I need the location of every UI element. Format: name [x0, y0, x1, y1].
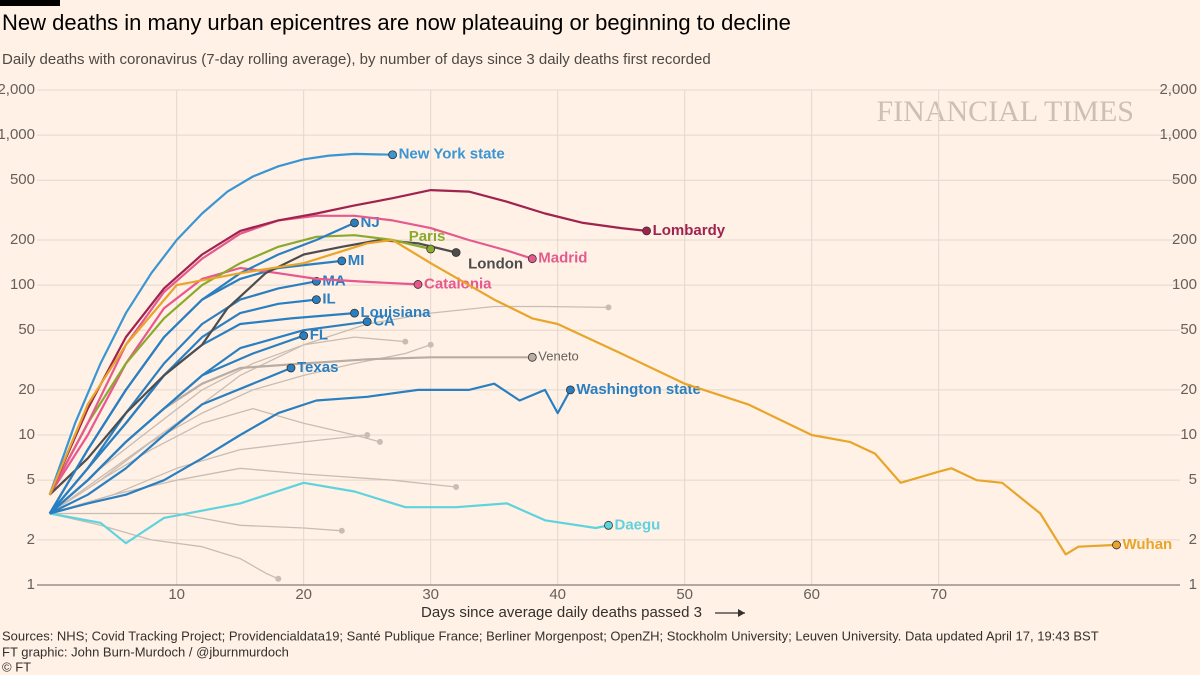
series-label: London — [468, 255, 523, 272]
end-point — [605, 304, 612, 311]
series-line — [49, 481, 609, 545]
series-label: Madrid — [538, 250, 587, 267]
x-arrow-head — [738, 609, 745, 617]
series-line — [49, 512, 342, 532]
series-line — [49, 366, 292, 515]
series-label: IL — [322, 291, 335, 308]
y-tick-label: 500 — [10, 171, 35, 188]
x-tick-label: 30 — [422, 586, 439, 603]
y-tick-label-right: 20 — [1180, 381, 1197, 398]
end-point — [364, 432, 371, 439]
series-line — [49, 434, 368, 515]
end-point — [604, 520, 613, 530]
series-line — [49, 336, 406, 514]
chart-title: New deaths in many urban epicentres are … — [2, 10, 791, 35]
credit: FT graphic: John Burn-Murdoch / @jburnmu… — [2, 644, 289, 659]
sources: Sources: NHS; Covid Tracking Project; Pr… — [2, 628, 1099, 643]
series-label: New York state — [399, 146, 505, 163]
end-point — [566, 385, 575, 395]
y-tick-label: 20 — [18, 381, 35, 398]
end-point — [311, 295, 321, 305]
end-point — [527, 254, 537, 264]
series-label: FL — [310, 327, 328, 344]
series-line — [48, 214, 533, 496]
end-point — [376, 438, 383, 445]
x-tick-label: 40 — [549, 586, 566, 603]
end-point — [362, 317, 372, 327]
end-point — [453, 484, 460, 491]
end-point — [1112, 540, 1121, 550]
series-line — [49, 382, 572, 515]
end-point — [275, 575, 282, 582]
y-tick-label: 10 — [18, 426, 35, 443]
y-tick-label-right: 1,000 — [1159, 126, 1197, 143]
y-tick-label: 100 — [10, 276, 35, 293]
series-label: CA — [373, 313, 395, 330]
chart-subtitle: Daily deaths with coronavirus (7-day rol… — [2, 51, 711, 68]
series-line — [48, 238, 1117, 556]
y-tick-label: 1 — [27, 576, 35, 593]
end-point — [350, 308, 359, 318]
y-tick-label: 200 — [10, 231, 35, 248]
x-tick-label: 20 — [295, 586, 312, 603]
end-point — [413, 280, 423, 289]
y-tick-label: 2 — [27, 531, 35, 548]
x-tick-label: 60 — [803, 586, 820, 603]
end-point — [426, 244, 436, 254]
series-line — [49, 467, 457, 515]
series-label: Veneto — [538, 349, 579, 364]
series-line — [49, 344, 431, 515]
series-line — [48, 152, 393, 496]
end-point — [642, 226, 651, 236]
series-line — [48, 280, 317, 515]
series-label: Daegu — [615, 516, 661, 533]
watermark: FINANCIAL TIMES — [876, 95, 1134, 128]
series-line — [49, 407, 381, 515]
y-tick-label-right: 2 — [1189, 531, 1197, 548]
series-label: MI — [348, 252, 365, 269]
end-point — [527, 352, 537, 362]
copyright: © FT — [2, 659, 31, 674]
end-point — [451, 248, 461, 257]
series-line — [48, 221, 355, 515]
series-line — [48, 189, 647, 496]
ft-bar — [0, 0, 60, 6]
y-tick-label: 5 — [27, 471, 35, 488]
series-label: Wuhan — [1123, 536, 1173, 553]
series-label: Texas — [297, 359, 338, 376]
y-tick-label-right: 200 — [1172, 231, 1197, 248]
end-point — [388, 150, 398, 160]
x-tick-label: 50 — [676, 586, 693, 603]
end-point — [337, 256, 347, 266]
y-tick-label-right: 5 — [1189, 471, 1197, 488]
end-point — [286, 363, 296, 373]
y-tick-label: 1,000 — [0, 126, 35, 143]
y-tick-label-right: 2,000 — [1159, 81, 1197, 98]
series-label: Paris — [409, 228, 446, 245]
series-line — [49, 305, 609, 515]
series-label: Louisiana — [361, 304, 432, 321]
y-tick-label-right: 10 — [1180, 426, 1197, 443]
x-axis-label: Days since average daily deaths passed 3 — [421, 604, 702, 621]
y-tick-label-right: 100 — [1172, 276, 1197, 293]
series-label: Washington state — [576, 381, 700, 398]
y-tick-label-right: 1 — [1189, 576, 1197, 593]
x-tick-label: 10 — [168, 586, 185, 603]
y-tick-label: 50 — [18, 321, 35, 338]
series-line — [48, 320, 368, 515]
series-line — [49, 512, 279, 580]
end-point — [427, 341, 434, 348]
series-label: Lombardy — [653, 222, 726, 239]
series-line — [48, 234, 431, 496]
end-point — [350, 218, 359, 228]
x-tick-label: 70 — [930, 586, 947, 603]
y-tick-label-right: 500 — [1172, 171, 1197, 188]
end-point — [299, 331, 309, 341]
end-point — [402, 338, 409, 345]
y-tick-label: 2,000 — [0, 81, 35, 98]
end-point — [338, 527, 345, 534]
y-tick-label-right: 50 — [1180, 321, 1197, 338]
